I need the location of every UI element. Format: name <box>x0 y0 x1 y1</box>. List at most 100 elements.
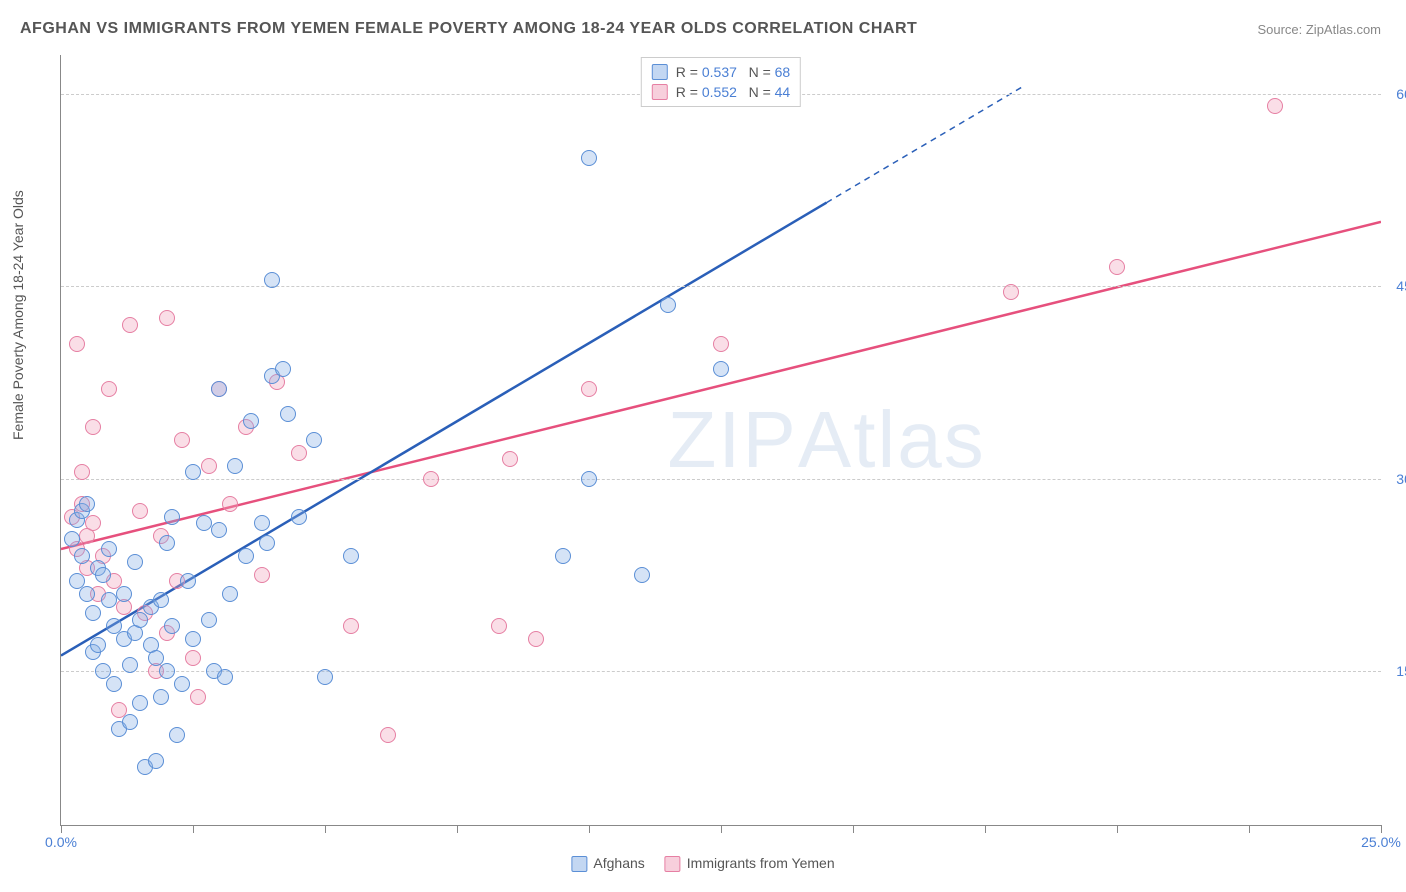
marker-blue <box>211 522 227 538</box>
legend-swatch <box>665 856 681 872</box>
legend-series: Afghans Immigrants from Yemen <box>571 855 834 872</box>
marker-blue <box>343 548 359 564</box>
marker-blue <box>185 464 201 480</box>
marker-pink <box>491 618 507 634</box>
marker-blue <box>95 567 111 583</box>
marker-blue <box>122 657 138 673</box>
marker-blue <box>159 663 175 679</box>
marker-blue <box>180 573 196 589</box>
marker-blue <box>291 509 307 525</box>
marker-blue <box>185 631 201 647</box>
xtick-label: 25.0% <box>1361 834 1401 850</box>
marker-blue <box>634 567 650 583</box>
marker-blue <box>581 471 597 487</box>
marker-pink <box>222 496 238 512</box>
marker-blue <box>90 637 106 653</box>
xtick <box>457 825 458 833</box>
marker-blue <box>101 541 117 557</box>
legend-correlation: R = 0.537 N = 68R = 0.552 N = 44 <box>641 57 801 107</box>
marker-blue <box>85 605 101 621</box>
xtick <box>325 825 326 833</box>
marker-blue <box>306 432 322 448</box>
marker-pink <box>713 336 729 352</box>
marker-blue <box>79 586 95 602</box>
marker-pink <box>159 310 175 326</box>
marker-blue <box>222 586 238 602</box>
marker-blue <box>122 714 138 730</box>
xtick <box>61 825 62 833</box>
legend-top-row: R = 0.537 N = 68 <box>652 62 790 82</box>
ytick-label: 60.0% <box>1396 86 1406 102</box>
marker-blue <box>238 548 254 564</box>
legend-bottom-item: Immigrants from Yemen <box>665 855 835 872</box>
marker-blue <box>660 297 676 313</box>
xtick <box>589 825 590 833</box>
marker-pink <box>581 381 597 397</box>
marker-blue <box>74 548 90 564</box>
marker-pink <box>528 631 544 647</box>
marker-blue <box>116 586 132 602</box>
regression-lines <box>61 55 1381 825</box>
marker-pink <box>101 381 117 397</box>
xtick <box>1249 825 1250 833</box>
marker-pink <box>85 515 101 531</box>
watermark: ZIPAtlas <box>667 394 985 486</box>
marker-pink <box>291 445 307 461</box>
marker-pink <box>343 618 359 634</box>
marker-blue <box>132 695 148 711</box>
ytick-label: 15.0% <box>1396 663 1406 679</box>
marker-pink <box>201 458 217 474</box>
marker-blue <box>106 676 122 692</box>
xtick <box>1381 825 1382 833</box>
gridline-h <box>61 671 1381 672</box>
marker-blue <box>317 669 333 685</box>
marker-pink <box>185 650 201 666</box>
marker-blue <box>148 753 164 769</box>
marker-pink <box>254 567 270 583</box>
marker-blue <box>64 531 80 547</box>
xtick <box>1117 825 1118 833</box>
marker-pink <box>122 317 138 333</box>
marker-blue <box>159 535 175 551</box>
legend-swatch <box>571 856 587 872</box>
marker-blue <box>217 669 233 685</box>
marker-pink <box>1109 259 1125 275</box>
marker-blue <box>280 406 296 422</box>
marker-blue <box>196 515 212 531</box>
ytick-label: 30.0% <box>1396 471 1406 487</box>
marker-pink <box>1267 98 1283 114</box>
marker-blue <box>581 150 597 166</box>
legend-swatch <box>652 64 668 80</box>
marker-blue <box>164 618 180 634</box>
marker-blue <box>79 496 95 512</box>
xtick <box>721 825 722 833</box>
marker-blue <box>153 689 169 705</box>
marker-blue <box>211 381 227 397</box>
marker-pink <box>190 689 206 705</box>
marker-pink <box>85 419 101 435</box>
marker-pink <box>502 451 518 467</box>
ytick-label: 45.0% <box>1396 278 1406 294</box>
marker-blue <box>201 612 217 628</box>
marker-blue <box>275 361 291 377</box>
marker-blue <box>254 515 270 531</box>
marker-blue <box>132 612 148 628</box>
marker-blue <box>264 272 280 288</box>
legend-top-row: R = 0.552 N = 44 <box>652 82 790 102</box>
xtick <box>985 825 986 833</box>
marker-blue <box>153 592 169 608</box>
source-label: Source: ZipAtlas.com <box>1257 22 1381 37</box>
xtick <box>853 825 854 833</box>
marker-blue <box>174 676 190 692</box>
marker-pink <box>174 432 190 448</box>
marker-blue <box>169 727 185 743</box>
marker-blue <box>101 592 117 608</box>
marker-pink <box>132 503 148 519</box>
xtick <box>193 825 194 833</box>
marker-blue <box>555 548 571 564</box>
marker-pink <box>1003 284 1019 300</box>
plot-area: ZIPAtlas R = 0.537 N = 68R = 0.552 N = 4… <box>60 55 1381 826</box>
gridline-h <box>61 479 1381 480</box>
legend-bottom-item: Afghans <box>571 855 644 872</box>
marker-blue <box>713 361 729 377</box>
